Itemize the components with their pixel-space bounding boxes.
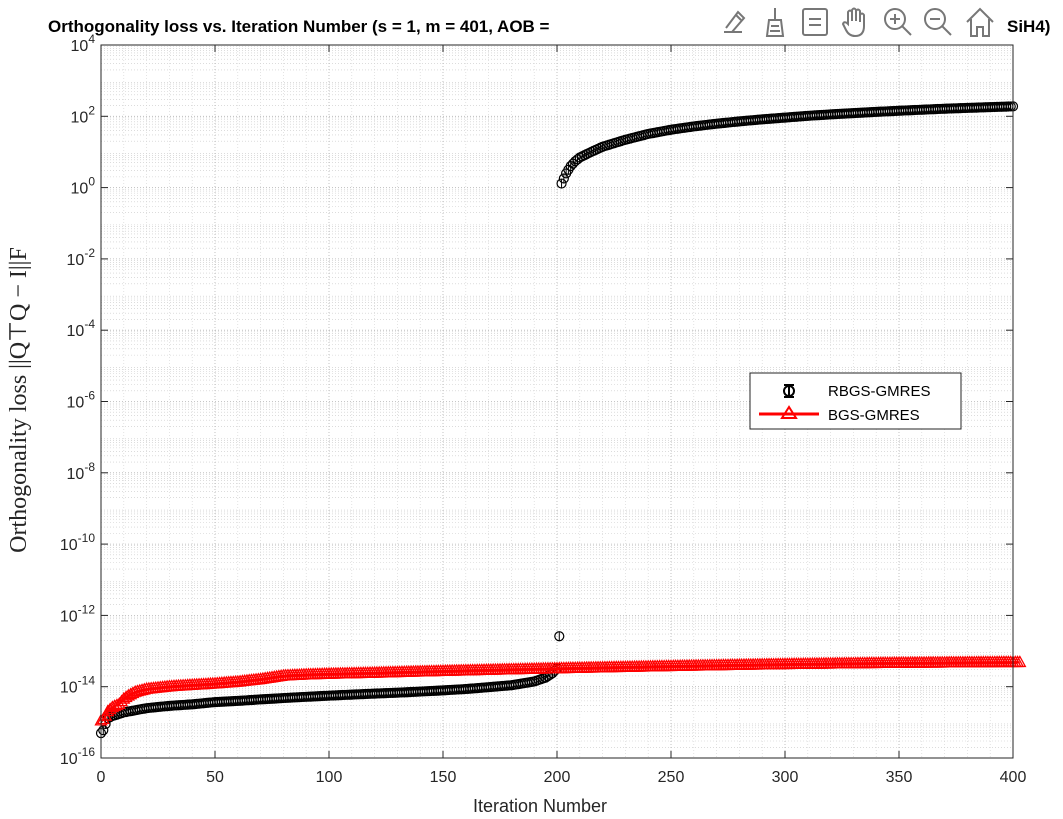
data-brush-icon[interactable] <box>765 8 785 37</box>
pan-hand-icon[interactable] <box>841 7 865 38</box>
data-tips-icon[interactable] <box>802 8 828 36</box>
x-tick-label: 250 <box>658 769 685 786</box>
legend-label-rbgs: RBGS-GMRES <box>828 383 931 400</box>
zoom-in-icon[interactable] <box>884 8 912 36</box>
legend-marker-rbgs <box>783 384 795 398</box>
x-tick-label: 350 <box>886 769 913 786</box>
chart-title-right: SiH4) <box>1007 17 1050 36</box>
home-restore-view-icon[interactable] <box>966 7 994 37</box>
zoom-out-icon[interactable] <box>924 8 952 36</box>
bgs-point <box>110 698 124 711</box>
x-tick-label: 0 <box>97 769 106 786</box>
figure-toolbar <box>716 2 1006 42</box>
bgs-point <box>114 694 129 707</box>
rbgs-point <box>554 631 565 642</box>
rbgs-point <box>98 725 109 736</box>
series-bgs-gmres <box>94 655 1027 726</box>
x-tick-label: 100 <box>316 769 343 786</box>
series-layer <box>94 101 1027 739</box>
series-rbgs-gmres <box>95 101 1019 739</box>
x-tick-label: 300 <box>772 769 799 786</box>
legend-marker-bgs <box>759 405 819 419</box>
rbgs-point <box>558 173 569 184</box>
y-axis-label: Orthogonality loss ||Q⊤Q − I||F <box>6 247 32 553</box>
chart-title-left: Orthogonality loss vs. Iteration Number … <box>48 17 550 36</box>
legend-box <box>749 372 962 430</box>
x-tick-label: 150 <box>430 769 457 786</box>
x-tick-label: 200 <box>544 769 571 786</box>
x-tick-label: 50 <box>206 769 224 786</box>
x-tick-label: 400 <box>1000 769 1027 786</box>
edit-plot-icon[interactable] <box>724 10 746 33</box>
x-axis-label: Iteration Number <box>473 796 607 816</box>
legend[interactable]: RBGS-GMRES BGS-GMRES <box>749 372 962 430</box>
rbgs-point <box>556 178 567 189</box>
bgs-point <box>1013 655 1027 668</box>
legend-label-bgs: BGS-GMRES <box>828 407 920 424</box>
grid <box>100 44 1014 759</box>
